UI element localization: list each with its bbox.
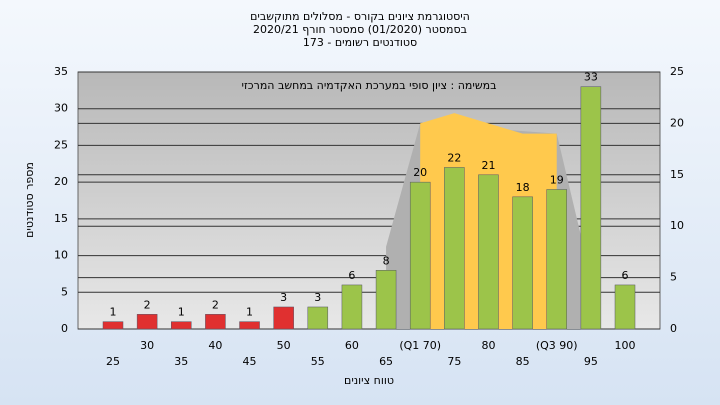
value-label: 6 (622, 269, 629, 282)
value-label: 21 (481, 159, 495, 172)
bar (205, 314, 226, 330)
x-tick-label: 55 (311, 355, 325, 368)
x-axis-label: טווח ציונים (344, 374, 394, 387)
y-tick-label: 5 (61, 285, 68, 298)
bar (102, 321, 124, 330)
value-label: 20 (413, 166, 427, 179)
y-axis-label: מספר סטודנטים (23, 162, 36, 238)
value-label: 19 (550, 173, 564, 186)
y-tick-label: 10 (54, 249, 68, 262)
y-tick-label: 35 (54, 65, 68, 78)
value-label: 8 (383, 254, 390, 267)
bar (444, 167, 465, 330)
x-tick-label: 45 (243, 355, 257, 368)
y2-tick-label: 10 (670, 219, 684, 232)
bar (478, 174, 499, 330)
x-tick-label: 35 (174, 355, 188, 368)
value-label: 3 (280, 291, 287, 304)
value-label: 3 (314, 291, 321, 304)
x-tick-label: 25 (106, 355, 120, 368)
bar (171, 321, 192, 330)
y-tick-label: 25 (54, 138, 68, 151)
title-line: 173 - סטודנטים רשומים (303, 36, 417, 49)
bar (546, 189, 567, 330)
value-label: 1 (246, 306, 253, 319)
bar (239, 321, 260, 330)
y2-tick-label: 5 (670, 271, 677, 284)
y2-tick-label: 0 (670, 322, 677, 335)
bar (409, 181, 431, 330)
x-tick-label: 50 (277, 339, 291, 352)
title-line: בסמסטר (01/2020) סמסטר חורף 2020/21 (253, 23, 467, 36)
x-tick-label: 95 (584, 355, 598, 368)
value-label: 22 (447, 151, 461, 164)
y-tick-label: 0 (61, 322, 68, 335)
x-tick-label: 65 (379, 355, 393, 368)
y2-tick-label: 20 (670, 116, 684, 129)
value-label: 2 (144, 298, 151, 311)
bar (341, 284, 363, 330)
y-tick-label: 30 (54, 102, 68, 115)
y2-tick-label: 25 (670, 65, 684, 78)
bar (512, 196, 533, 330)
y-tick-label: 15 (54, 212, 68, 225)
value-label: 33 (584, 71, 598, 84)
bar (614, 284, 636, 330)
value-label: 1 (178, 306, 185, 319)
title-line: היסטוגרמת ציונים בקורס - מסלולים מתוקשבי… (250, 10, 470, 23)
value-label: 2 (212, 298, 219, 311)
x-tick-label: (Q1 70) (399, 339, 441, 352)
x-tick-label: 60 (345, 339, 359, 352)
bar (273, 306, 294, 330)
bar (375, 270, 397, 330)
x-tick-label: 75 (447, 355, 461, 368)
y2-tick-label: 15 (670, 168, 684, 181)
annotation: במשימה : ציון סופי במערכת האקדמיה במחשב … (242, 79, 497, 92)
bar (580, 86, 602, 330)
bar (136, 314, 158, 330)
bar (307, 306, 329, 330)
x-tick-label: (Q3 90) (536, 339, 578, 352)
value-label: 6 (348, 269, 355, 282)
x-tick-label: 40 (208, 339, 222, 352)
x-tick-label: 30 (140, 339, 154, 352)
y-tick-label: 20 (54, 175, 68, 188)
value-label: 1 (110, 306, 117, 319)
value-label: 18 (516, 181, 530, 194)
x-tick-label: 85 (516, 355, 530, 368)
x-tick-label: 80 (481, 339, 495, 352)
x-tick-label: 100 (615, 339, 636, 352)
